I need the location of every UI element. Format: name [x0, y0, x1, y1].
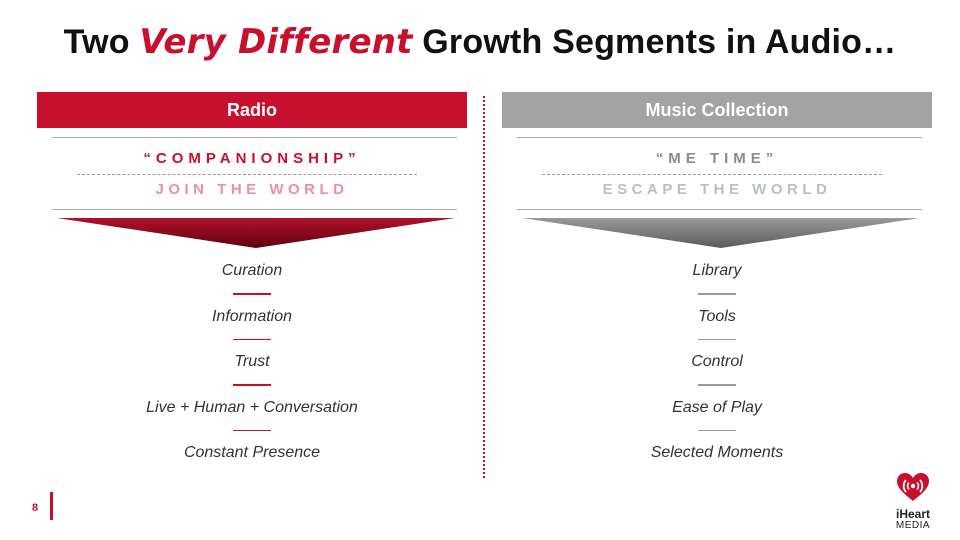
music-item: Tools	[698, 307, 736, 325]
title-prefix: Two	[63, 23, 140, 61]
music-chevron	[522, 218, 920, 248]
radio-top-rule	[52, 137, 457, 138]
music-item: Selected Moments	[650, 444, 784, 461]
column-divider	[483, 96, 485, 478]
page-number-bar	[50, 492, 53, 520]
radio-item: Live + Human + Conversation	[146, 398, 358, 416]
slide-title: Two Very Different Growth Segments in Au…	[0, 22, 960, 62]
radio-column: Radio “COMPANIONSHIP” JOIN THE WORLD Cur…	[37, 92, 467, 461]
radio-item: Information	[211, 307, 293, 325]
music-collection-header: Music Collection	[502, 92, 932, 128]
music-subtitle: ESCAPE THE WORLD	[602, 181, 832, 198]
music-bottom-rule	[517, 209, 922, 210]
title-accent: Very Different	[139, 22, 413, 62]
radio-item-separator	[233, 293, 271, 295]
radio-bottom-rule	[52, 209, 457, 210]
music-item: Control	[691, 353, 743, 370]
iheartmedia-logo: iHeart MEDIA	[888, 472, 938, 531]
radio-quote: “COMPANIONSHIP”	[143, 150, 361, 167]
music-item-separator	[698, 338, 736, 340]
radio-header: Radio	[37, 92, 467, 128]
page-number: 8	[32, 502, 39, 514]
music-items: Library Tools Control Ease of Play Selec…	[502, 260, 932, 464]
music-item-separator	[698, 429, 736, 431]
radio-item-separator	[233, 338, 271, 340]
radio-item-separator	[233, 429, 271, 431]
radio-subtitle: JOIN THE WORLD	[155, 181, 349, 198]
music-item-separator	[698, 293, 736, 295]
music-item: Library	[692, 262, 742, 279]
music-top-rule	[517, 137, 922, 138]
radio-item-separator	[233, 384, 271, 386]
music-item: Ease of Play	[672, 398, 762, 416]
logo-line1: iHeart	[895, 507, 930, 521]
heart-radio-icon	[897, 473, 929, 501]
logo-line2: MEDIA	[895, 520, 931, 531]
radio-item: Trust	[234, 353, 270, 370]
music-item-separator	[698, 384, 736, 386]
music-dashed-divider	[542, 174, 882, 175]
radio-chevron	[57, 218, 455, 248]
music-quote: “ME TIME”	[655, 150, 779, 167]
radio-dashed-divider	[77, 174, 417, 175]
title-suffix: Growth Segments in Audio…	[412, 23, 897, 61]
music-collection-column: Music Collection “ME TIME” ESCAPE THE WO…	[502, 92, 932, 461]
radio-item: Curation	[221, 262, 283, 279]
radio-items: Curation Information Trust Live + Human …	[37, 260, 467, 464]
radio-item: Constant Presence	[183, 444, 321, 461]
